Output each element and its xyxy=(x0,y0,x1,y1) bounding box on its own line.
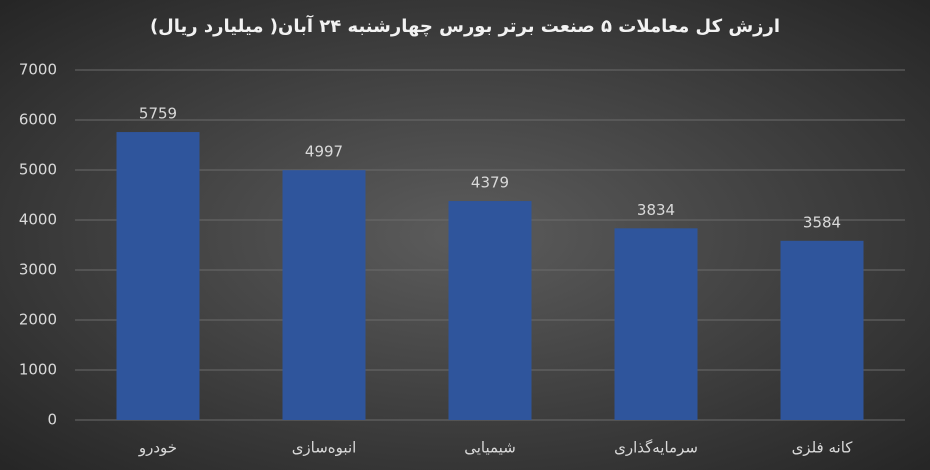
x-tick-label: شیمیایی xyxy=(464,439,516,457)
y-tick-label: 5000 xyxy=(19,161,57,179)
data-label: 3834 xyxy=(637,201,675,219)
y-tick-label: 2000 xyxy=(19,311,57,329)
y-tick-label: 4000 xyxy=(19,211,57,229)
chart-title: ارزش کل معاملات ۵ صنعت برتر بورس چهارشنب… xyxy=(150,14,780,37)
bar xyxy=(116,132,200,421)
x-tick-label: سرمایه‌گذاری xyxy=(614,439,698,457)
y-tick-label: 0 xyxy=(47,411,57,429)
y-tick-label: 6000 xyxy=(19,111,57,129)
bar xyxy=(780,240,864,420)
data-label: 3584 xyxy=(803,213,841,231)
data-label: 5759 xyxy=(139,105,177,123)
data-label: 4379 xyxy=(471,174,509,192)
data-label: 4997 xyxy=(305,143,343,161)
x-tick-label: خودرو xyxy=(138,439,177,457)
bar xyxy=(448,201,532,420)
y-tick-label: 3000 xyxy=(19,261,57,279)
bar xyxy=(282,170,366,420)
y-tick-label: 1000 xyxy=(19,361,57,379)
x-tick-label: انبوه‌سازی xyxy=(292,439,357,457)
x-tick-label: کانه فلزی xyxy=(792,439,854,457)
y-tick-label: 7000 xyxy=(19,61,57,79)
bar xyxy=(614,228,698,420)
